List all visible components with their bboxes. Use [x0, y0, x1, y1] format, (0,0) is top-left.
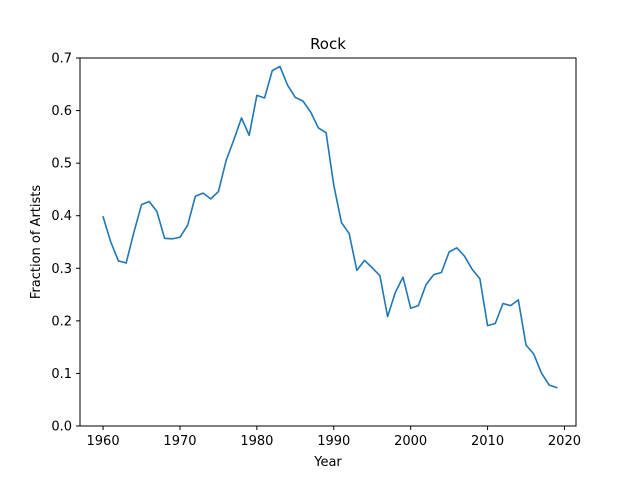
y-tick-label: 0.6 [51, 104, 72, 119]
y-tick-label: 0.2 [51, 314, 72, 329]
y-tick-label: 0.7 [51, 52, 72, 67]
x-tick-label: 1980 [240, 434, 273, 449]
y-tick-label: 0.4 [51, 209, 72, 224]
series-line-rock [102, 65, 558, 389]
x-axis-label: Year [313, 455, 342, 470]
chart-title: Rock [310, 35, 346, 53]
y-tick-label: 0.3 [51, 262, 72, 277]
x-tick-label: 2010 [471, 434, 504, 449]
x-tick-label: 1960 [87, 434, 120, 449]
y-axis-label: Fraction of Artists [29, 185, 44, 300]
y-tick-label: 0.0 [51, 420, 72, 435]
x-axis-ticks: 1960 1970 1980 1990 2000 2010 2020 [87, 426, 581, 449]
y-tick-label: 0.5 [51, 157, 72, 172]
x-tick-label: 2020 [548, 434, 581, 449]
x-tick-label: 1990 [317, 434, 350, 449]
x-tick-label: 2000 [394, 434, 427, 449]
y-tick-label: 0.1 [51, 367, 72, 382]
x-tick-label: 1970 [163, 434, 196, 449]
plot-area-frame [79, 57, 577, 427]
y-axis-ticks: 0.0 0.1 0.2 0.3 0.4 0.5 0.6 0.7 [51, 52, 80, 435]
